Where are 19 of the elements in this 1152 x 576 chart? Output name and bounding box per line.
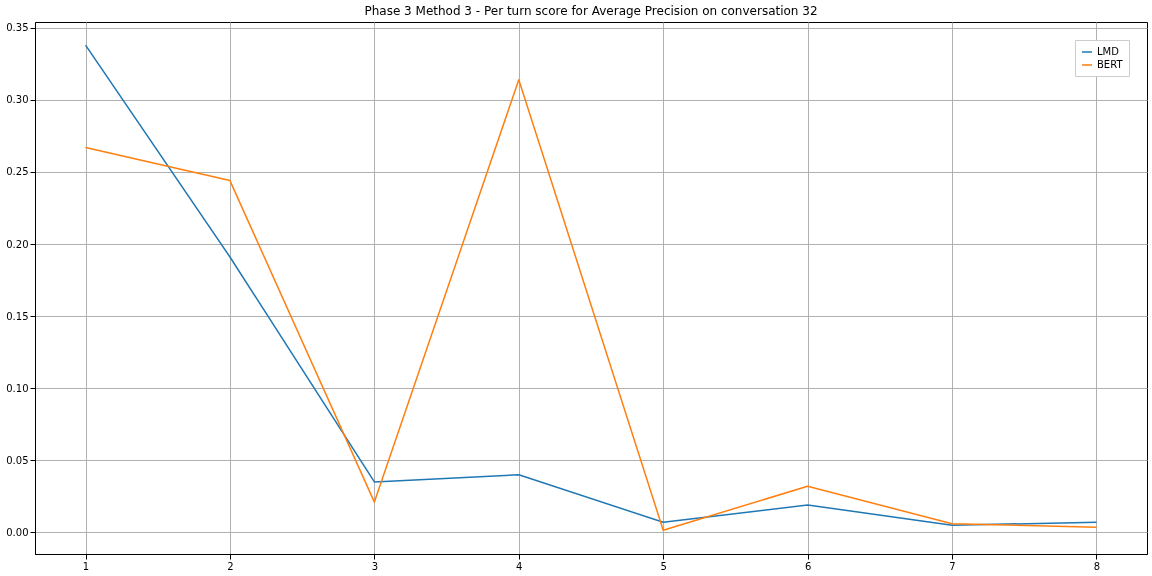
x-tick-label: 6	[804, 560, 812, 572]
x-tick-label: 8	[1093, 560, 1101, 572]
x-tick-label: 1	[82, 560, 90, 572]
x-tick-label: 5	[660, 560, 667, 572]
y-tick-label: 0.05	[6, 454, 29, 466]
chart-title: Phase 3 Method 3 - Per turn score for Average Precision on conversation 32	[364, 4, 818, 18]
x-tick-label: 2	[227, 560, 234, 572]
x-tick-label: 4	[516, 560, 523, 572]
y-tick-label: 0.10	[6, 382, 29, 394]
x-tick-label: 7	[949, 560, 956, 572]
y-tick-label: 0.15	[6, 310, 29, 322]
y-tick-label: 0.30	[6, 94, 29, 106]
x-tick-label: 3	[371, 560, 379, 572]
y-tick-label: 0.00	[6, 526, 29, 538]
y-tick-label: 0.20	[6, 238, 29, 250]
y-tick-label: 0.35	[6, 22, 29, 34]
y-tick-label: 0.25	[6, 166, 29, 178]
legend-label: LMD	[1097, 46, 1120, 57]
legend-label: BERT	[1097, 59, 1124, 70]
